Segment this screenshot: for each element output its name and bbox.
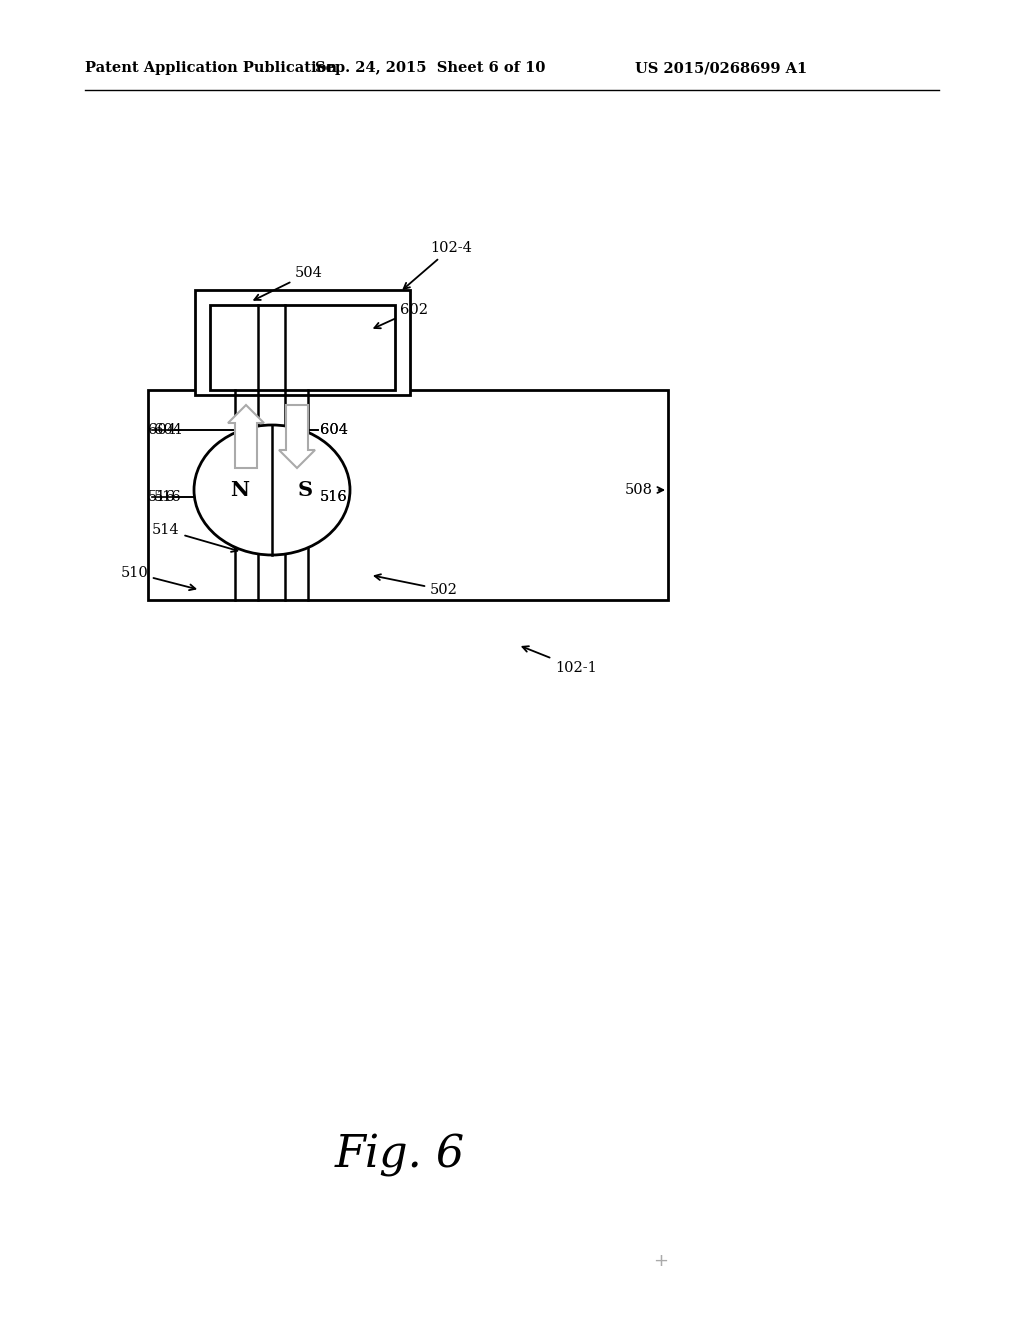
Text: 604: 604 (319, 422, 348, 437)
Text: 510: 510 (120, 566, 196, 590)
Text: 516: 516 (154, 490, 181, 504)
Text: N: N (229, 480, 249, 500)
Bar (195, 290, 410, 395)
Text: 516: 516 (319, 490, 348, 504)
Text: 604: 604 (148, 422, 176, 437)
Text: 502: 502 (375, 574, 458, 597)
Text: 516: 516 (319, 490, 348, 504)
Text: Patent Application Publication: Patent Application Publication (85, 61, 337, 75)
Text: +: + (653, 1251, 668, 1270)
Text: S: S (297, 480, 312, 500)
Text: 508: 508 (625, 483, 664, 498)
Text: 516: 516 (148, 490, 176, 504)
Text: 102-1: 102-1 (522, 647, 597, 675)
Text: 514: 514 (152, 523, 238, 552)
Bar (148, 389, 668, 601)
Text: 602: 602 (375, 304, 428, 329)
Ellipse shape (194, 425, 350, 554)
FancyArrow shape (279, 405, 315, 469)
Text: Sep. 24, 2015  Sheet 6 of 10: Sep. 24, 2015 Sheet 6 of 10 (315, 61, 545, 75)
Bar (210, 305, 395, 389)
FancyArrow shape (228, 405, 264, 469)
Text: 102-4: 102-4 (403, 242, 472, 289)
Text: 604: 604 (154, 422, 182, 437)
Text: Fig. 6: Fig. 6 (334, 1134, 465, 1176)
Text: 604: 604 (319, 422, 348, 437)
Text: US 2015/0268699 A1: US 2015/0268699 A1 (635, 61, 807, 75)
Text: 504: 504 (254, 267, 323, 300)
